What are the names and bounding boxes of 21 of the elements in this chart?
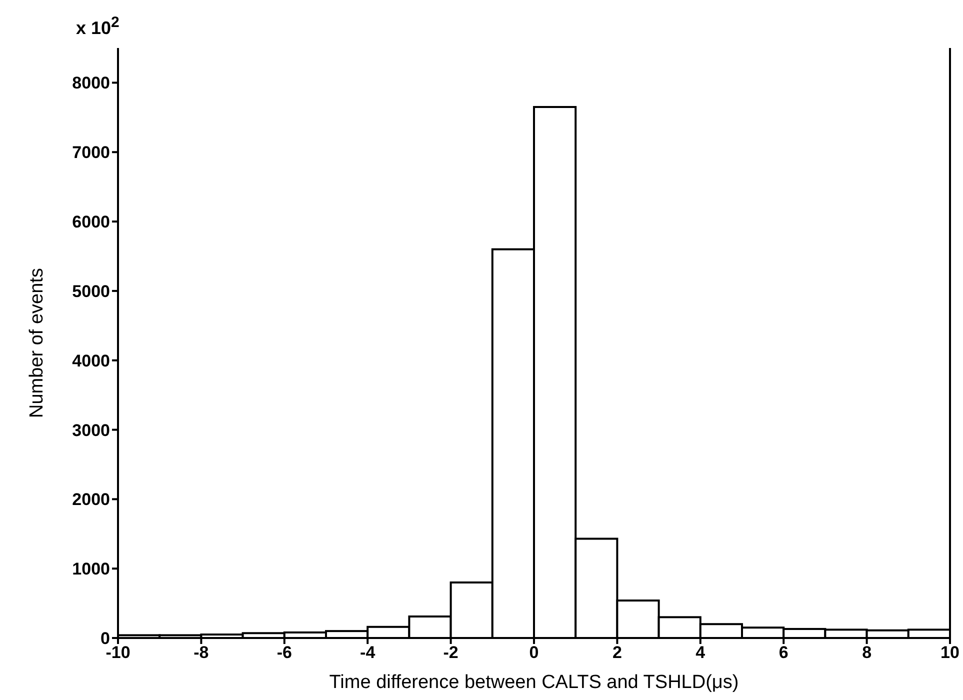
y-tick-label: 5000: [72, 282, 110, 301]
y-tick-label: 8000: [72, 74, 110, 93]
y-tick-label: 6000: [72, 212, 110, 232]
y-axis-title: Number of events: [26, 268, 48, 418]
x-tick-label: 6: [778, 643, 788, 662]
y-tick-label: 2000: [72, 490, 110, 510]
y-tick-label: 1000: [72, 560, 110, 579]
x-tick-label: -4: [360, 643, 376, 662]
x-tick-label: -2: [443, 643, 458, 662]
x-tick-label: -8: [194, 643, 209, 662]
x-tick-label: 0: [529, 643, 539, 662]
text: x 10$^{2}$: [76, 14, 120, 39]
x-tick-label: 8: [862, 643, 872, 662]
y-tick-label: 4000: [72, 351, 110, 370]
x-tick-label: 10: [940, 643, 960, 662]
x-tick-label: 4: [696, 643, 706, 662]
y-tick-label: 7000: [72, 143, 110, 162]
y-tick-label: 3000: [72, 420, 110, 440]
x-tick-label: -6: [276, 643, 292, 662]
x-axis-title: Time difference between CALTS and TSHLD(μs): [329, 672, 739, 693]
x-tick-label: 2: [612, 643, 622, 662]
